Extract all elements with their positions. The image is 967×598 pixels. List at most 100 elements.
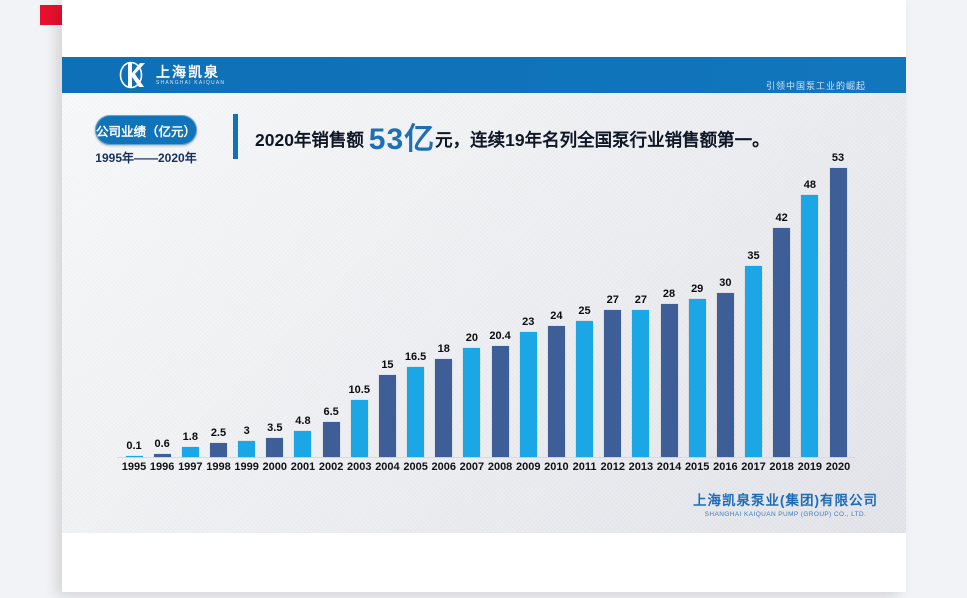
bar-value-2016: 30 xyxy=(719,277,732,289)
bar-2012 xyxy=(604,310,622,457)
year-label-2012: 2012 xyxy=(600,461,625,473)
bar-value-2017: 35 xyxy=(747,250,760,262)
bar-2016 xyxy=(716,293,734,457)
bar-2007 xyxy=(463,348,481,457)
title-accent-rule xyxy=(233,113,238,159)
bar-value-2018: 42 xyxy=(775,212,788,224)
bar-value-2007: 20 xyxy=(465,332,479,344)
company-name-cn: 上海凯泉泵业(集团)有限公司 xyxy=(693,493,878,508)
bar-value-2006: 18 xyxy=(437,343,450,355)
bar-2009 xyxy=(519,332,537,457)
logo-text-en: SHANGHAI KAIQUAN xyxy=(156,79,226,86)
title-prefix: 2020年销售额 xyxy=(255,130,369,150)
bar-value-1997: 1.8 xyxy=(182,431,198,443)
bar-value-2013: 27 xyxy=(634,294,647,306)
slide-title-block: 2020年销售额 53亿元，连续19年名列全国泵行业销售额第一。 xyxy=(233,113,770,159)
bar-2014 xyxy=(660,304,678,457)
year-label-1997: 1997 xyxy=(178,461,203,473)
bar-value-2019: 48 xyxy=(803,179,816,191)
year-label-1995: 1995 xyxy=(121,461,147,473)
bar-value-1999: 3 xyxy=(243,425,250,437)
bar-value-2004: 15 xyxy=(381,359,394,371)
bar-2000 xyxy=(266,438,284,457)
company-footer: 上海凯泉泵业(集团)有限公司 SHANGHAI KAIQUAN PUMP (GR… xyxy=(693,489,878,518)
bar-2002 xyxy=(322,422,340,457)
company-logo: 上海凯泉 SHANGHAI KAIQUAN xyxy=(118,61,225,89)
logo-text-cn: 上海凯泉 xyxy=(156,63,220,80)
slide-content-area: 公司业绩（亿元） 1995年——2020年 2020年销售额 53亿元，连续19… xyxy=(62,93,906,533)
header-slogan: 引领中国泵工业的崛起 xyxy=(765,81,866,91)
year-label-2010: 2010 xyxy=(544,461,569,473)
year-label-2006: 2006 xyxy=(431,461,456,473)
year-label-2009: 2009 xyxy=(515,461,541,473)
bar-2008 xyxy=(491,346,509,457)
bar-2006 xyxy=(435,359,453,457)
year-label-2013: 2013 xyxy=(628,461,654,473)
bar-2015 xyxy=(688,299,706,457)
bar-value-2008: 20.4 xyxy=(489,330,511,342)
year-label-2007: 2007 xyxy=(459,461,485,473)
year-label-2005: 2005 xyxy=(403,461,428,473)
kaiquan-logo-icon xyxy=(118,61,150,89)
bar-value-1998: 2.5 xyxy=(210,427,227,439)
bar-value-2015: 29 xyxy=(691,283,704,295)
bar-value-2011: 25 xyxy=(578,305,591,317)
bar-value-2009: 23 xyxy=(522,316,535,328)
bar-2010 xyxy=(547,326,565,457)
bar-1999 xyxy=(238,441,256,457)
x-axis-line xyxy=(117,457,855,458)
year-label-2011: 2011 xyxy=(572,461,597,473)
year-label-1999: 1999 xyxy=(234,461,259,473)
year-label-2002: 2002 xyxy=(318,461,344,473)
metric-badge: 公司业绩（亿元） xyxy=(95,115,197,145)
year-label-2004: 2004 xyxy=(375,461,400,473)
bar-2018 xyxy=(773,228,791,457)
bar-value-2010: 24 xyxy=(550,310,563,322)
bar-value-2000: 3.5 xyxy=(267,422,283,434)
bar-2013 xyxy=(632,310,650,457)
year-label-1998: 1998 xyxy=(206,461,231,473)
sales-bar-chart: 0.1 1995 0.6 1996 1.8 1997 2.5 1998 3 1999 3.5 2000… xyxy=(62,93,906,533)
bar-2011 xyxy=(576,321,594,457)
bar-1997 xyxy=(181,447,199,457)
bar-value-1996: 0.6 xyxy=(154,438,170,450)
bar-1998 xyxy=(209,443,227,457)
bar-2019 xyxy=(801,195,819,457)
title-highlight-value: 53亿 xyxy=(368,123,436,156)
bar-2005 xyxy=(407,367,425,457)
slide-header-bar: 上海凯泉 SHANGHAI KAIQUAN 引领中国泵工业的崛起 xyxy=(62,57,906,93)
bar-value-2012: 27 xyxy=(606,294,619,306)
year-label-2001: 2001 xyxy=(290,461,316,473)
year-label-2008: 2008 xyxy=(487,461,513,473)
bar-2020 xyxy=(829,168,847,457)
bar-2001 xyxy=(294,431,312,457)
period-label: 1995年——2020年 xyxy=(95,151,197,165)
bar-1995 xyxy=(125,456,143,457)
bar-2017 xyxy=(745,266,763,457)
year-label-2000: 2000 xyxy=(262,461,288,473)
bar-2003 xyxy=(350,400,368,457)
bar-value-2003: 10.5 xyxy=(348,384,370,396)
year-label-2014: 2014 xyxy=(656,461,682,473)
year-label-2017: 2017 xyxy=(741,461,766,473)
title-suffix: 元，连续19年名列全国泵行业销售额第一。 xyxy=(435,130,770,150)
year-label-2016: 2016 xyxy=(713,461,738,473)
year-label-2020: 2020 xyxy=(825,461,851,473)
year-label-2015: 2015 xyxy=(684,461,710,473)
bar-value-2002: 6.5 xyxy=(323,406,339,418)
bar-2004 xyxy=(378,375,396,457)
bar-1996 xyxy=(153,454,171,457)
bar-value-1995: 0.1 xyxy=(126,440,142,452)
company-name-en: SHANGHAI KAIQUAN PUMP (GROUP) CO., LTD. xyxy=(704,511,867,518)
year-label-2019: 2019 xyxy=(797,461,823,473)
year-label-2018: 2018 xyxy=(769,461,794,473)
bar-value-2001: 4.8 xyxy=(295,415,311,427)
year-label-2003: 2003 xyxy=(347,461,372,473)
year-label-1996: 1996 xyxy=(149,461,175,473)
bar-value-2020: 53 xyxy=(831,152,845,164)
slide-page: 上海凯泉 SHANGHAI KAIQUAN 引领中国泵工业的崛起 公司业绩（亿元… xyxy=(62,0,906,592)
bar-value-2014: 28 xyxy=(662,288,676,300)
red-marker xyxy=(40,5,62,25)
slide-title: 2020年销售额 53亿元，连续19年名列全国泵行业销售额第一。 xyxy=(255,114,770,158)
